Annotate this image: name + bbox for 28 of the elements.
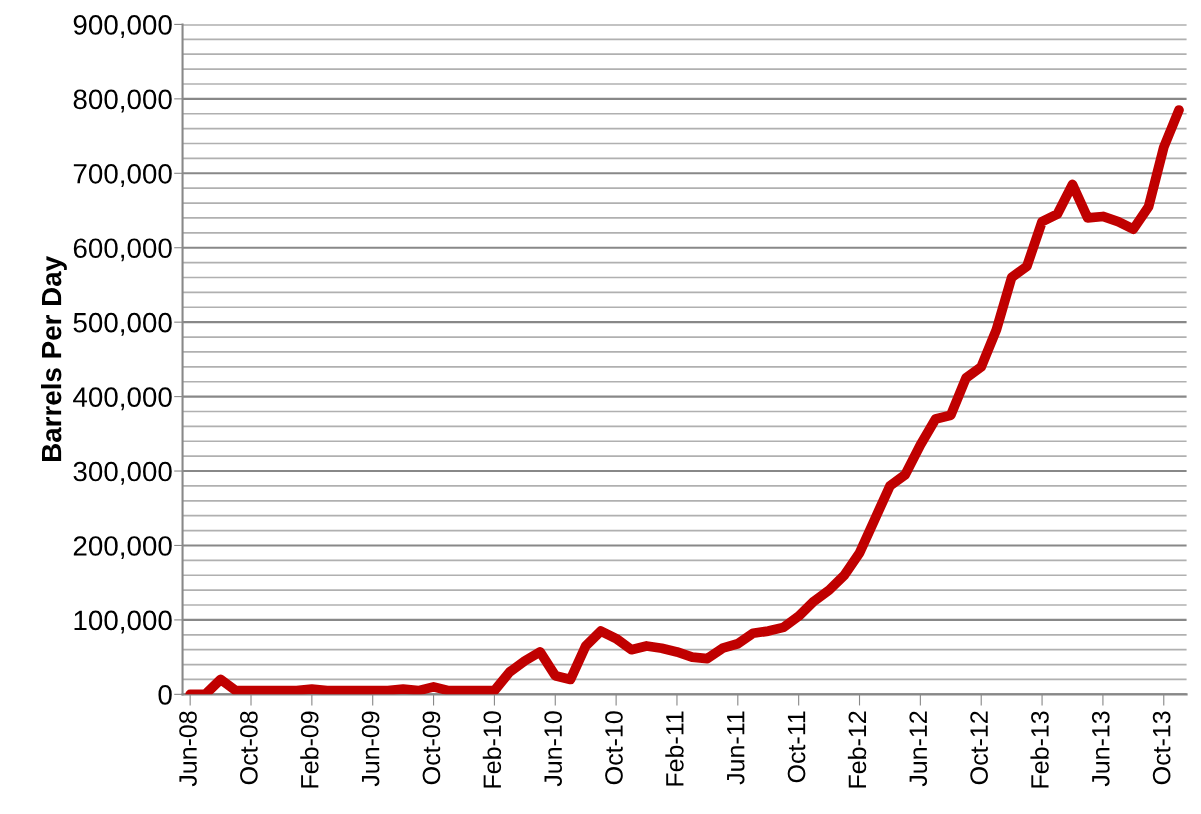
x-tick-label: Feb-13 (1030, 711, 1049, 788)
x-tick-label: Jun-08 (179, 711, 197, 787)
y-tick-label: 200,000 (73, 536, 172, 560)
y-tick-label: 0 (158, 685, 172, 705)
x-tick-label: Oct-11 (787, 711, 806, 783)
y-tick-label: 500,000 (73, 312, 172, 336)
x-tick-label: Jun-10 (544, 711, 562, 787)
x-tick-label: Feb-12 (847, 711, 867, 788)
x-tick-label: Feb-09 (300, 711, 319, 788)
y-tick-label: 300,000 (73, 461, 172, 485)
x-tick-label: Oct-12 (970, 711, 988, 785)
y-tick-label: 800,000 (73, 89, 172, 113)
x-tick-label: Feb-10 (482, 711, 502, 788)
x-tick-label: Oct-13 (1152, 711, 1171, 785)
y-tick-label: 100,000 (74, 610, 172, 634)
y-tick-label: 700,000 (73, 163, 172, 187)
x-tick-label: Jun-11 (727, 711, 745, 785)
x-tick-label: Oct-08 (240, 711, 258, 785)
x-tick-label: Oct-10 (605, 711, 623, 785)
y-tick-label: 400,000 (73, 387, 172, 411)
y-tick-label: 900,000 (73, 15, 172, 39)
x-tick-label: Oct-09 (422, 711, 441, 785)
x-tick-label: Jun-12 (909, 711, 928, 787)
y-tick-label: 600,000 (73, 238, 172, 262)
x-tick-label: Feb-11 (665, 711, 684, 786)
x-tick-label: Jun-09 (361, 711, 380, 787)
y-axis-title: Barrels Per Day (40, 256, 67, 461)
x-tick-label: Jun-13 (1091, 711, 1110, 787)
